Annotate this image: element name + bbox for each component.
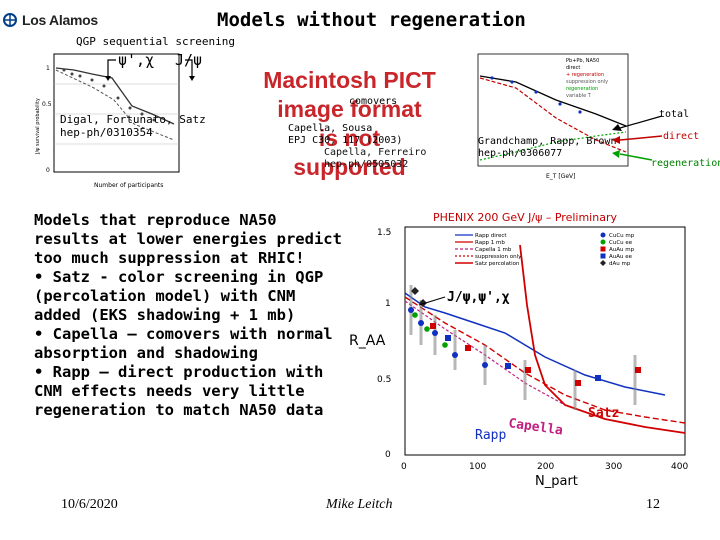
phenix-legend-left-3: suppression only <box>475 254 522 260</box>
capella-ferreiro-citation: Capella, Ferreiro hep-ph/0505032 <box>324 147 426 171</box>
los-alamos-logo <box>3 13 17 27</box>
phenix-legend-right-3: AuAu ee <box>609 254 633 260</box>
body-line: absorption and shadowing <box>34 344 258 362</box>
capella-line-1: Capella, Sousa <box>288 123 373 134</box>
phenix-legend-left-2: Capella 1 mb <box>475 247 512 253</box>
phenix-legend-right-1: CuCu ee <box>609 240 633 246</box>
logo-text: Los Alamos <box>22 12 98 28</box>
jpsi-chi-annotation: J/ψ,ψ',χ <box>447 290 510 305</box>
svg-text:0.5: 0.5 <box>42 101 52 108</box>
pict-line-3: is not supported <box>293 125 406 180</box>
footer-author: Mike Leitch <box>326 497 393 512</box>
slide-title: Models without regeneration <box>217 9 526 31</box>
qgp-screening-label: QGP sequential screening <box>76 35 235 48</box>
svg-text:0: 0 <box>385 450 391 460</box>
svg-text:1.5: 1.5 <box>377 228 391 238</box>
left-plot-ylabel: J/ψ survival probability <box>35 98 41 155</box>
direct-label: direct <box>663 131 700 142</box>
capella2-line-1: Capella, Ferreiro <box>324 147 427 158</box>
svg-text:0.5: 0.5 <box>377 375 391 385</box>
psi-prime-chi-label: ψ',χ <box>118 51 155 69</box>
pict-placeholder: Macintosh PICT image format is not suppo… <box>262 66 437 180</box>
body-line: Models that reproduce NA50 <box>34 211 277 229</box>
svg-text:1: 1 <box>385 299 391 309</box>
svg-text:100: 100 <box>469 462 486 472</box>
body-line: too much suppression at RHIC! <box>34 249 305 267</box>
body-line: • Rapp – direct production with <box>34 363 324 381</box>
rapp-annotation: Rapp <box>475 428 506 443</box>
capella2-line-2: hep-ph/0505032 <box>324 159 409 170</box>
body-line: results at lower energies predict <box>34 230 342 248</box>
satz-annotation: Satz <box>588 406 619 421</box>
comovers-label: comovers <box>349 96 398 107</box>
body-text: Models that reproduce NA50 results at lo… <box>34 211 344 420</box>
phenix-xlabel: N_part <box>535 474 578 489</box>
rapp-arrows <box>612 115 663 161</box>
grandchamp-citation: Grandchamp, Rapp, Brown hep-ph/0306077 <box>478 136 616 160</box>
legend-item-5: variable T <box>566 93 592 99</box>
body-line: added (EKS shadowing + 1 mb) <box>34 306 296 324</box>
body-line: (percolation model) with CNM <box>34 287 296 305</box>
right-plot-xlabel: E_T [GeV] <box>546 173 576 180</box>
capella-line-2: EPJ C30, 117 (2003) <box>288 135 403 146</box>
total-label: total <box>659 109 690 120</box>
legend-item-4: regeneration <box>566 86 598 92</box>
digal-citation: Digal, Fortunato, Satz hep-ph/0310354 <box>60 113 206 139</box>
svg-text:300: 300 <box>605 462 622 472</box>
legend-item-2: + regeneration <box>566 72 604 78</box>
digal-line-2: hep-ph/0310354 <box>60 126 153 139</box>
svg-text:200: 200 <box>537 462 554 472</box>
legend-item-3: suppression only <box>566 79 608 85</box>
survival-probability-plot: 1 0.5 0 Number of participants J/ψ surviva… <box>35 53 180 189</box>
grand-line-2: hep-ph/0306077 <box>478 148 563 159</box>
body-line: • Satz - color screening in QGP <box>34 268 324 286</box>
body-line: • Capella – comovers with normal <box>34 325 333 343</box>
jpsi-arrows <box>105 59 195 81</box>
rapp-model-plot: Pb+Pb, NA50 direct + regeneration suppre… <box>477 53 629 180</box>
footer-page-number: 12 <box>646 497 660 512</box>
digal-line-1: Digal, Fortunato, Satz <box>60 113 206 126</box>
svg-text:0: 0 <box>401 462 407 472</box>
svg-text:400: 400 <box>671 462 688 472</box>
grand-line-1: Grandchamp, Rapp, Brown <box>478 136 617 147</box>
phenix-title: PHENIX 200 GeV J/ψ – Preliminary <box>433 211 617 224</box>
pict-line-2: image format <box>277 96 422 122</box>
svg-text:1: 1 <box>46 65 50 72</box>
phenix-ylabel: R_AA <box>349 333 386 349</box>
phenix-raa-plot: PHENIX 200 GeV J/ψ – Preliminary 1.5 1 0.5… <box>349 211 688 489</box>
phenix-legend-right-4: dAu mp <box>609 261 631 267</box>
left-plot-xlabel: Number of participants <box>94 182 163 189</box>
body-line: regeneration to match NA50 data <box>34 401 324 419</box>
svg-text:0: 0 <box>46 167 50 174</box>
legend-item-1: direct <box>566 65 580 71</box>
phenix-legend-right-2: AuAu mp <box>609 247 635 253</box>
legend-item-0: Pb+Pb, NA50 <box>566 58 599 64</box>
phenix-legend-left-4: Satz percolation <box>475 261 520 267</box>
phenix-legend-right-0: CuCu mp <box>609 233 635 239</box>
pict-line-1: Macintosh PICT <box>263 67 436 93</box>
footer-date: 10/6/2020 <box>61 497 118 512</box>
regeneration-label: regeneration <box>651 158 720 169</box>
phenix-legend-left-1: Rapp 1 mb <box>475 240 505 246</box>
body-line: CNM effects needs very little <box>34 382 305 400</box>
capella-sousa-citation: Capella, Sousa EPJ C30, 117 (2003) <box>288 123 402 147</box>
phenix-legend-left-0: Rapp direct <box>475 233 507 239</box>
